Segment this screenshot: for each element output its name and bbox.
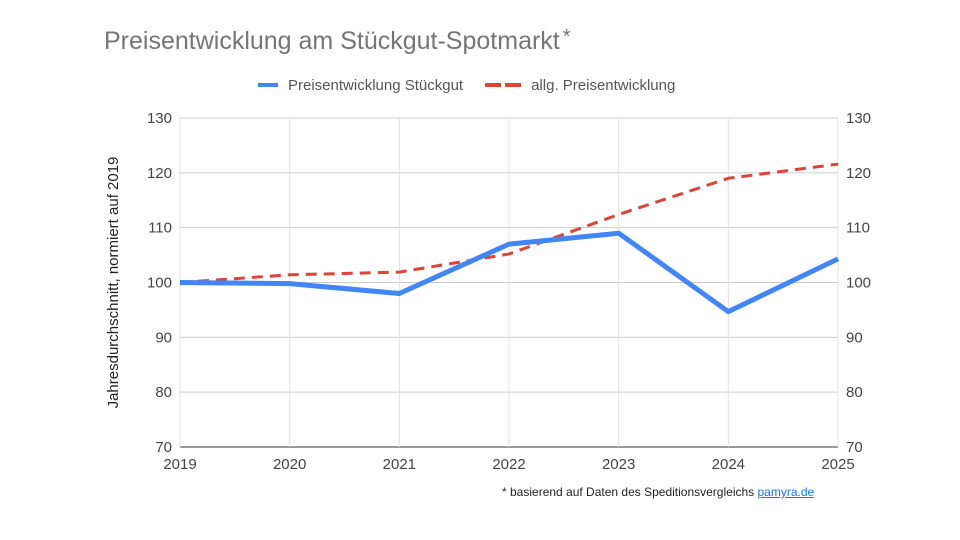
y-tick-label-right: 80 <box>846 384 863 401</box>
footnote: * basierend auf Daten des Speditionsverg… <box>502 485 814 499</box>
x-tick-label: 2025 <box>821 456 854 473</box>
y-tick-label-right: 70 <box>846 439 863 456</box>
chart-title: Preisentwicklung am Stückgut-Spotmarkt * <box>104 26 571 56</box>
y-tick-label-right: 120 <box>846 165 871 182</box>
legend-swatch-dashed <box>485 83 522 87</box>
y-tick-label-left: 90 <box>155 329 172 346</box>
legend-label-allgemein: allg. Preisentwicklung <box>531 76 676 94</box>
y-axis-label: Jahresdurchschnitt, normiert auf 2019 <box>105 157 122 409</box>
series-line-stueckgut <box>179 230 840 315</box>
x-tick-label: 2021 <box>383 456 416 473</box>
y-tick-label-left: 110 <box>148 220 172 237</box>
chart-title-text: Preisentwicklung am Stückgut-Spotmarkt <box>104 27 560 55</box>
x-tick-label: 2020 <box>273 456 306 473</box>
source-link[interactable]: pamyra.de <box>757 485 815 499</box>
y-tick-label-left: 70 <box>155 439 172 456</box>
y-tick-label-left: 120 <box>147 165 172 182</box>
y-tick-label-left: 80 <box>155 384 172 401</box>
x-tick-label: 2022 <box>492 456 525 473</box>
y-tick-label-left: 100 <box>147 275 172 292</box>
y-tick-label-right: 100 <box>846 275 871 292</box>
legend-label-stueckgut: Preisentwicklung Stückgut <box>288 76 464 94</box>
legend-item-allgemein: allg. Preisentwicklung <box>485 77 675 94</box>
y-tick-label-left: 130 <box>147 110 172 127</box>
chart-title-asterisk: * <box>562 26 571 48</box>
chart-legend: Preisentwicklung Stückgut allg. Preisent… <box>258 75 697 95</box>
legend-swatch-solid <box>258 83 278 87</box>
legend-item-stueckgut: Preisentwicklung Stückgut <box>258 77 463 94</box>
y-tick-label-right: 90 <box>846 329 863 346</box>
y-tick-label-right: 130 <box>846 110 871 127</box>
x-tick-label: 2024 <box>712 456 745 473</box>
footnote-text: * basierend auf Daten des Speditionsverg… <box>502 485 758 499</box>
x-tick-label: 2019 <box>163 456 196 473</box>
x-tick-label: 2023 <box>602 456 635 473</box>
series-line-allgemein <box>179 162 839 284</box>
y-tick-label-right: 110 <box>846 220 870 237</box>
